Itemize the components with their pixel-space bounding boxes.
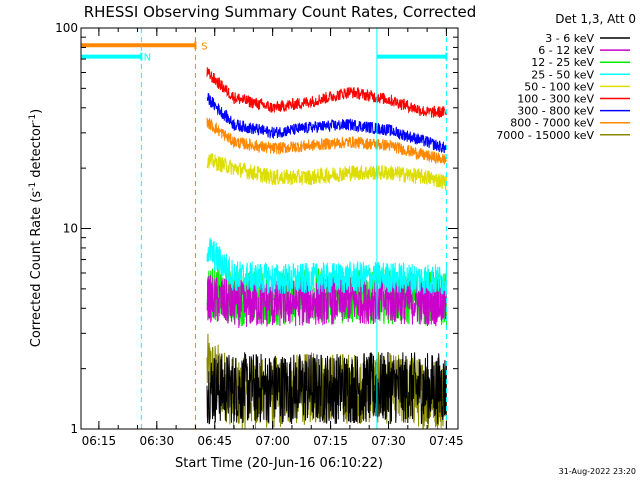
x-tick-label: 07:00 [255, 434, 290, 448]
saa-label: S [201, 41, 207, 52]
legend-entry-label: 300 - 800 keV [517, 105, 594, 118]
series-line [206, 237, 447, 297]
legend-title: Det 1,3, Att 0 [555, 12, 636, 26]
x-tick-label: 06:30 [140, 434, 175, 448]
series-line [206, 117, 447, 165]
y-tick-label: 1 [70, 422, 78, 436]
x-tick-label: 06:15 [82, 434, 117, 448]
x-axis-label: Start Time (20-Jun-16 06:10:22) [175, 456, 383, 471]
series-line [206, 92, 447, 154]
x-tick-label: 07:45 [429, 434, 464, 448]
legend-entry-label: 800 - 7000 keV [510, 117, 594, 130]
legend-entry-label: 3 - 6 keV [545, 32, 594, 45]
legend-entry-label: 100 - 300 keV [517, 93, 594, 106]
series-line [206, 352, 447, 425]
series-line [206, 67, 447, 118]
y-tick-label: 10 [63, 222, 78, 236]
legend-entry-label: 6 - 12 keV [538, 44, 594, 57]
x-tick-label: 07:15 [313, 434, 348, 448]
legend-entry-label: 7000 - 15000 keV [496, 129, 594, 142]
series-layer [206, 67, 447, 429]
y-tick-label: 100 [55, 21, 78, 35]
legend-entry-label: 25 - 50 keV [531, 68, 594, 81]
night-label: N [144, 53, 151, 64]
x-tick-label: 07:30 [371, 434, 406, 448]
axes-layer: 06:15 06:30 06:45 07:00 07:15 07:30 07:45 1 10 10… [55, 21, 464, 448]
legend-entry-label: 50 - 100 keV [524, 80, 594, 93]
chart-title: RHESSI Observing Summary Count Rates, Co… [84, 3, 477, 21]
legend-entry-label: 12 - 25 keV [531, 56, 594, 69]
marker-layer: NS [81, 28, 448, 429]
y-axis-label: Corrected Count Rate (s-1 detector-1) [28, 109, 44, 347]
series-line [206, 275, 447, 328]
timestamp: 31-Aug-2022 23:20 [559, 467, 636, 476]
series-line [206, 153, 447, 192]
x-tick-label: 06:45 [197, 434, 232, 448]
